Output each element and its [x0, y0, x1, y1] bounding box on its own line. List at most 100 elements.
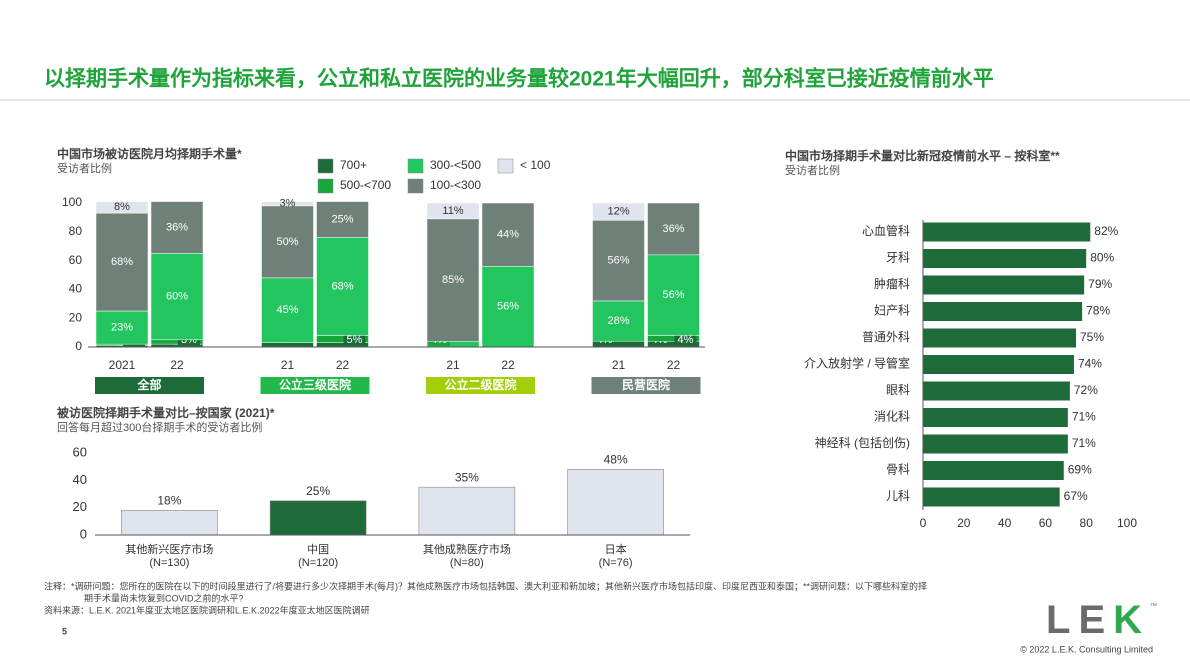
x-tick-label: 40 [998, 516, 1012, 530]
bar-segment [592, 202, 645, 221]
value-label: 75% [1080, 330, 1104, 344]
y-tick-label: 普通外科 [862, 330, 910, 344]
y-tick-label: 60 [73, 444, 87, 459]
value-label: 48% [604, 453, 628, 467]
legend-label: 700+ [340, 158, 367, 172]
y-tick-label: 牙科 [886, 251, 910, 265]
bar [923, 328, 1076, 348]
x-tick-label: 21 [281, 358, 295, 372]
legend-label: < 100 [520, 158, 551, 172]
chart-subtitle: 回答每月超过300台择期手术的受访者比例 [57, 420, 262, 434]
legend-swatch [317, 158, 334, 174]
bar-segment [261, 277, 314, 343]
y-tick-label: 0 [80, 526, 87, 541]
x-tick-label: 其他成熟医疗市场 [423, 542, 511, 556]
y-tick-label: 20 [69, 310, 83, 324]
value-label: 12% [607, 206, 629, 218]
y-tick-label: 80 [69, 224, 83, 238]
y-tick-label: 0 [75, 339, 82, 353]
y-tick-label: 60 [69, 253, 83, 267]
x-tick-label: 22 [501, 358, 515, 372]
value-label: 35% [455, 470, 479, 484]
bar [418, 486, 516, 536]
chart-title: 中国市场被访医院月均择期手术量* [57, 146, 242, 161]
bar-segment [426, 218, 480, 342]
group-label: 民营医院 [622, 377, 670, 392]
bar-segment [316, 201, 369, 238]
y-tick-label: 介入放射学 / 导管室 [804, 356, 910, 371]
value-label: 71% [1072, 436, 1096, 450]
value-label: 4% [678, 334, 694, 346]
legend-swatch [317, 178, 334, 194]
x-tick-note: (N=130) [149, 557, 189, 569]
y-tick-label: 消化科 [874, 410, 910, 424]
bar-segment [261, 201, 314, 207]
bar [923, 487, 1060, 507]
value-label: 25% [306, 484, 330, 498]
y-tick-label: 儿科 [886, 489, 910, 503]
legend-swatch [407, 158, 424, 174]
x-tick-label: 21 [446, 358, 460, 372]
bar-segment [316, 237, 369, 336]
value-label: 60% [166, 291, 188, 303]
bar [567, 469, 664, 536]
x-tick-label: 22 [336, 358, 350, 372]
source: 资料来源：L.E.K. 2021年度亚太地区医院调研和L.E.K.2022年度亚… [44, 604, 370, 615]
y-tick-label: 40 [73, 472, 87, 487]
value-label: 68% [331, 280, 353, 292]
group-box [95, 377, 204, 394]
bar-segment [481, 266, 535, 348]
value-label: 56% [662, 289, 684, 301]
legend-swatch [497, 158, 514, 174]
bar-segment [426, 202, 480, 220]
value-label: 18% [157, 494, 181, 508]
bar [923, 461, 1064, 480]
group-label: 公立二级医院 [444, 377, 516, 392]
x-tick-label: 80 [1080, 516, 1094, 530]
x-tick-label: 22 [667, 358, 681, 372]
logo: LEK [1046, 598, 1150, 642]
x-tick-label: 0 [920, 516, 927, 530]
bar [923, 381, 1070, 401]
value-label: 69% [1068, 463, 1092, 477]
legend-label: 300-<500 [430, 158, 481, 172]
y-tick-label: 妇产科 [874, 304, 910, 318]
y-tick-label: 100 [62, 195, 82, 209]
bar-segment [150, 253, 204, 341]
x-tick-label: 60 [1039, 516, 1053, 530]
bar [923, 222, 1091, 242]
value-label: 23% [111, 321, 133, 333]
bar-segment [647, 202, 700, 256]
bar-segment [95, 201, 149, 214]
bar [269, 500, 367, 536]
chart-subtitle: 受访者比例 [785, 163, 840, 177]
label-box [343, 334, 366, 346]
value-label: 78% [1086, 304, 1110, 318]
x-tick-label: 2021 [109, 358, 136, 372]
slide-title: 以择期手术量作为指标来看，公立和私立医院的业务量较2021年大幅回升，部分科室已… [44, 67, 994, 91]
value-label: 50% [276, 236, 298, 248]
logo-mark: ™ [1150, 603, 1157, 610]
bar-segment [95, 212, 149, 312]
group-box [426, 377, 535, 394]
chart-title: 中国市场择期手术量对比新冠疫情前水平 – 按科室** [785, 148, 1060, 163]
x-tick-label: 100 [1117, 516, 1137, 530]
x-tick-note: (N=80) [450, 557, 484, 569]
legend-swatch [407, 178, 424, 194]
value-label: 5% [347, 334, 363, 346]
bar [923, 355, 1074, 374]
bar-segment [150, 201, 204, 254]
value-label: 56% [497, 301, 519, 313]
x-tick-label: 日本 [605, 542, 627, 556]
value-label: 74% [1078, 357, 1102, 371]
bar [923, 249, 1087, 268]
y-tick-label: 肿瘤科 [874, 276, 910, 291]
y-tick-label: 20 [73, 499, 87, 514]
value-label: 80% [1090, 251, 1114, 265]
bar-segment [592, 300, 645, 342]
y-tick-label: 心血管科 [862, 223, 910, 238]
y-tick-label: 40 [69, 282, 83, 296]
x-tick-label: 22 [170, 358, 184, 372]
group-label: 全部 [136, 377, 161, 392]
